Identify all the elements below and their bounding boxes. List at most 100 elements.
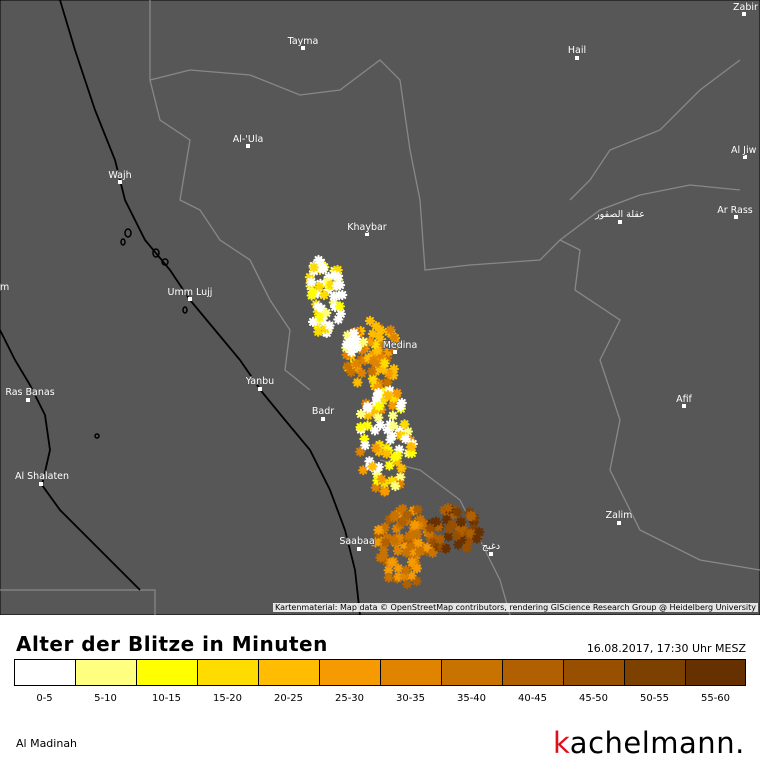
lightning-strike	[387, 400, 398, 411]
place-label: Al-'Ula	[233, 134, 264, 145]
place: Tayma	[286, 35, 319, 50]
lightning-strike	[308, 262, 319, 273]
lightning-strike	[369, 406, 380, 417]
lightning-strike	[408, 546, 419, 557]
lightning-strike	[448, 509, 459, 520]
lightning-strike	[422, 542, 433, 553]
place: Hail	[567, 44, 587, 60]
lightning-strike	[443, 531, 454, 542]
lightning-strike	[364, 336, 375, 347]
place-label: Wajh	[108, 170, 131, 181]
lightning-strike	[343, 337, 355, 348]
legend-label: 55-60	[700, 693, 731, 704]
lightning-strike	[392, 545, 403, 557]
lightning-strike	[409, 519, 420, 531]
region-name: Al Madinah	[16, 737, 78, 750]
lightning-strike	[387, 557, 398, 568]
lightning-strike	[461, 526, 472, 537]
lightning-strike	[395, 401, 406, 412]
lightning-strike	[471, 533, 483, 544]
place-label: m	[0, 282, 9, 293]
lightning-strike	[384, 419, 396, 430]
lightning-strike	[367, 461, 378, 472]
lightning-strike	[396, 397, 407, 408]
lightning-strike	[352, 363, 363, 374]
legend-label: 0-5	[36, 693, 53, 704]
lightning-strike	[350, 358, 361, 369]
lightning-strike	[463, 536, 474, 547]
legend-label: 40-45	[517, 693, 548, 704]
lightning-strike	[312, 288, 323, 299]
lightning-strike	[352, 377, 363, 388]
lightning-strike	[306, 276, 317, 287]
lightning-strike	[389, 536, 400, 547]
place: Zabir	[732, 1, 759, 16]
coastline	[0, 0, 361, 615]
lightning-strike	[383, 565, 394, 576]
lightning-strike	[381, 532, 392, 543]
place-label: Yanbu	[245, 376, 274, 387]
legend-label: 35-40	[456, 693, 487, 704]
lightning-strike	[355, 422, 366, 433]
lightning-strike	[415, 514, 426, 525]
lightning-strike	[347, 335, 358, 346]
place: Khaybar	[346, 221, 388, 236]
lightning-strike	[388, 363, 399, 375]
lightning-strike	[314, 281, 325, 292]
lightning-strike	[389, 512, 400, 523]
lightning-strike	[342, 330, 353, 341]
lightning-strike	[405, 540, 417, 551]
lightning-strike	[332, 265, 343, 276]
lightning-strike	[326, 279, 337, 290]
lightning-strike	[403, 530, 415, 542]
lightning-strike	[367, 328, 378, 339]
lightning-strike	[427, 547, 438, 559]
lightning-strike	[387, 410, 398, 421]
legend-item: 25-30	[319, 659, 380, 704]
lightning-strike	[366, 366, 377, 377]
place: Afif	[675, 393, 694, 408]
lightning-strike	[382, 424, 393, 436]
map-background	[0, 0, 760, 615]
lightning-strike	[392, 450, 403, 461]
legend-item: 50-55	[624, 659, 685, 704]
lightning-strike	[323, 271, 334, 283]
place-label: دغبج	[482, 541, 500, 552]
lightning-strike	[374, 349, 385, 360]
lightning-strike	[378, 550, 389, 561]
lightning-strike	[356, 368, 367, 379]
lightning-strike	[469, 523, 480, 534]
lightning-strike	[328, 291, 339, 302]
legend-swatch	[502, 659, 563, 686]
lightning-strike	[388, 392, 399, 403]
lightning-strike	[392, 339, 403, 350]
lightning-strike	[428, 538, 440, 549]
lightning-strike	[397, 503, 408, 514]
lightning-strike	[433, 522, 444, 533]
lightning-strike	[452, 507, 463, 518]
place: Wajh	[107, 169, 133, 184]
place-label: Afif	[676, 394, 692, 405]
place: Yanbu	[244, 375, 275, 391]
lightning-strike	[406, 550, 417, 561]
place-label: Hail	[568, 45, 586, 56]
lightning-strike	[387, 430, 398, 441]
lightning-strike	[370, 321, 382, 332]
lightning-strike	[469, 512, 480, 524]
lightning-strike	[464, 507, 475, 518]
legend-swatch	[75, 659, 136, 686]
lightning-strike	[386, 342, 397, 353]
lightning-strike	[437, 541, 448, 553]
lightning-strike	[370, 339, 381, 350]
lightning-strike	[455, 517, 467, 528]
lightning-strike	[451, 530, 462, 541]
lightning-strike	[385, 434, 396, 445]
legend-label: 10-15	[151, 693, 182, 704]
lightning-strike	[402, 510, 413, 521]
legend-label: 50-55	[639, 693, 670, 704]
lightning-strike	[372, 468, 383, 479]
lightning-strike	[331, 280, 342, 291]
place-label: Umm Lujj	[168, 287, 213, 298]
lightning-strike	[334, 301, 345, 312]
